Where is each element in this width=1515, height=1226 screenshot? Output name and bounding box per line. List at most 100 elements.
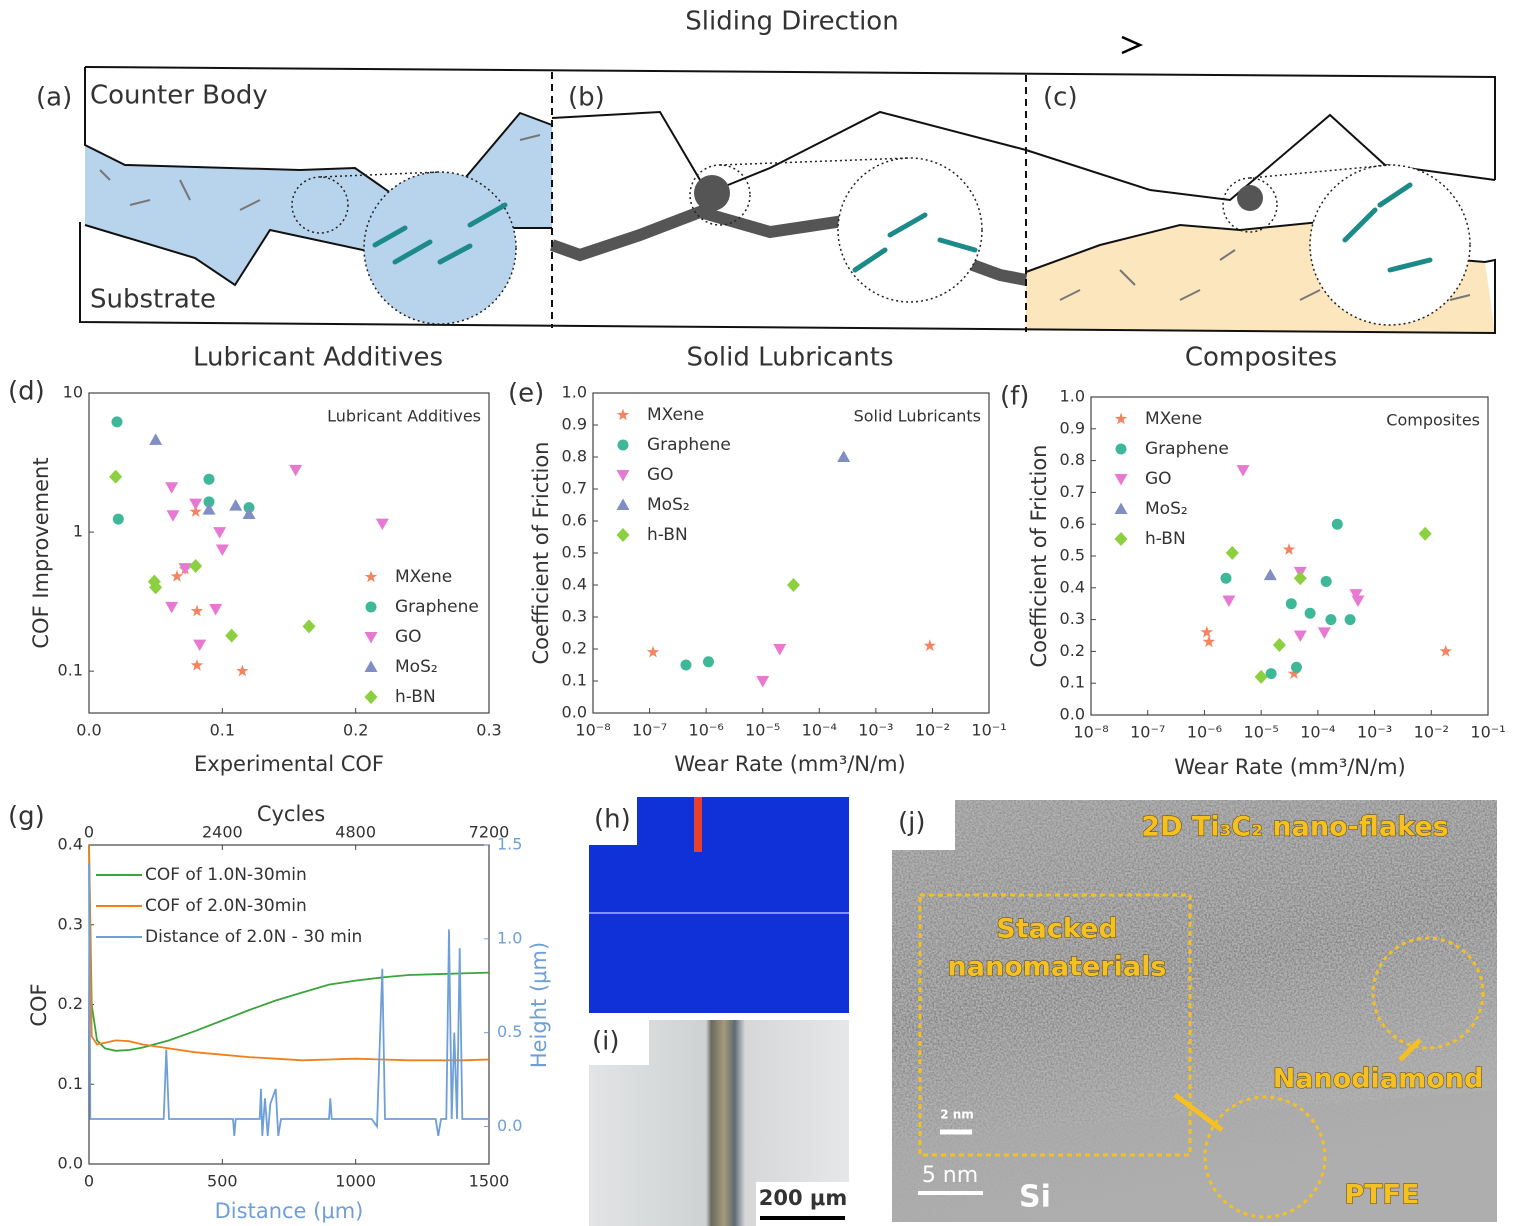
marker bbox=[213, 527, 226, 539]
image-i: 200 μm (i) bbox=[589, 1020, 849, 1226]
x-tick-label: 10⁻⁶ bbox=[1187, 723, 1222, 742]
marker bbox=[1264, 569, 1277, 581]
annotation: 2D Ti₃C₂ nano-flakes bbox=[1141, 812, 1448, 843]
x-tick-label: 1000 bbox=[335, 1172, 376, 1191]
x-tick-label: 10⁻⁷ bbox=[632, 721, 667, 740]
marker bbox=[1305, 608, 1316, 619]
x2-tick-label: 0 bbox=[84, 823, 94, 842]
x-tick-label: 500 bbox=[207, 1172, 238, 1191]
marker bbox=[376, 519, 389, 531]
annotation: Solid Lubricants bbox=[854, 407, 981, 426]
marker bbox=[113, 514, 124, 525]
marker bbox=[756, 676, 769, 688]
image-h: (h) bbox=[589, 797, 849, 1013]
legend-label: GO bbox=[647, 465, 674, 485]
marker bbox=[1201, 626, 1213, 638]
plot-frame bbox=[89, 845, 489, 1164]
marker bbox=[1266, 668, 1277, 679]
y-tick-label: 0.0 bbox=[1060, 705, 1085, 724]
panel-label: (i) bbox=[592, 1027, 620, 1057]
marker bbox=[179, 563, 192, 575]
particle bbox=[694, 175, 730, 211]
marker bbox=[703, 656, 714, 667]
y-tick-label: 0.3 bbox=[58, 914, 83, 933]
legend-marker bbox=[365, 690, 378, 704]
marker bbox=[109, 470, 122, 484]
y-tick-label: 0.6 bbox=[1060, 514, 1085, 533]
y-tick-label: 10 bbox=[63, 383, 83, 402]
legend-label: COF of 1.0N-30min bbox=[145, 865, 307, 885]
zoom-circle bbox=[838, 158, 982, 302]
annotation: 2 nm bbox=[940, 1108, 974, 1122]
legend-label: h-BN bbox=[647, 525, 688, 545]
x-tick-label: 10⁻¹ bbox=[1470, 723, 1505, 742]
x-tick-label: 10⁻⁸ bbox=[575, 721, 610, 740]
x-tick-label: 10⁻² bbox=[915, 721, 950, 740]
marker bbox=[1283, 543, 1295, 555]
annotation: Lubricant Additives bbox=[327, 407, 481, 426]
chart: (f)10⁻⁸10⁻⁷10⁻⁶10⁻⁵10⁻⁴10⁻³10⁻²10⁻¹0.00.… bbox=[1000, 382, 1506, 780]
marker bbox=[167, 510, 180, 522]
panel-label: (e) bbox=[508, 379, 544, 409]
annotation: Stacked bbox=[996, 914, 1117, 945]
feature bbox=[694, 797, 702, 852]
legend-label: MXene bbox=[647, 405, 704, 425]
y2-tick-label: 1.0 bbox=[497, 928, 522, 947]
marker bbox=[191, 659, 203, 671]
x2-tick-label: 4800 bbox=[335, 823, 376, 842]
y-tick-label: 0.8 bbox=[562, 447, 587, 466]
y-tick-label: 1 bbox=[73, 522, 83, 541]
legend-marker bbox=[365, 661, 378, 673]
legend-marker bbox=[366, 602, 377, 613]
outline bbox=[552, 112, 700, 180]
y-tick-label: 0.0 bbox=[58, 1154, 83, 1173]
marker bbox=[680, 660, 691, 671]
y-tick-label: 0.1 bbox=[562, 671, 587, 690]
marker bbox=[193, 640, 206, 652]
y-tick-label: 0.2 bbox=[58, 994, 83, 1013]
y-tick-label: 0.7 bbox=[562, 479, 587, 498]
legend-marker bbox=[1116, 444, 1127, 455]
legend-label: Graphene bbox=[1145, 439, 1229, 459]
x-axis-title: Experimental COF bbox=[194, 752, 384, 776]
marker bbox=[1325, 614, 1336, 625]
legend-label: MoS₂ bbox=[1145, 499, 1188, 519]
marker bbox=[1294, 571, 1307, 585]
section-label: Composites bbox=[1185, 343, 1337, 373]
marker bbox=[1203, 635, 1215, 647]
panel-label: (b) bbox=[568, 83, 605, 113]
y-tick-label: 0.2 bbox=[562, 639, 587, 658]
legend-marker bbox=[1115, 503, 1128, 515]
section-label: Solid Lubricants bbox=[687, 343, 894, 373]
marker bbox=[289, 465, 302, 477]
y-tick-label: 0.4 bbox=[58, 835, 83, 854]
scale-text: 200 μm bbox=[759, 1186, 847, 1210]
x-tick-label: 10⁻⁵ bbox=[745, 721, 780, 740]
marker bbox=[191, 605, 203, 617]
panel-label: (j) bbox=[898, 808, 926, 838]
marker bbox=[303, 619, 316, 633]
marker bbox=[1226, 546, 1239, 560]
y-tick-label: 0.4 bbox=[1060, 577, 1085, 596]
y-tick-label: 0.2 bbox=[1060, 641, 1085, 660]
panel-label: (d) bbox=[8, 377, 45, 407]
legend-marker bbox=[365, 571, 377, 583]
x-tick-label: 1500 bbox=[469, 1172, 510, 1191]
panel-label: (f) bbox=[1000, 382, 1029, 412]
counter-body-label: Counter Body bbox=[90, 81, 268, 111]
marker bbox=[1291, 662, 1302, 673]
y-axis-title: Coefficient of Friction bbox=[1027, 445, 1051, 668]
annotation: nanomaterials bbox=[948, 952, 1167, 983]
section-label: Lubricant Additives bbox=[193, 343, 443, 373]
x-tick-label: 0.2 bbox=[343, 721, 368, 740]
legend-marker bbox=[618, 440, 629, 451]
x-tick-label: 10⁻² bbox=[1414, 723, 1449, 742]
legend-label: MXene bbox=[395, 567, 452, 587]
legend-label: Graphene bbox=[395, 597, 479, 617]
marker bbox=[189, 559, 202, 573]
x-tick-label: 0.3 bbox=[476, 721, 501, 740]
y-tick-label: 1.0 bbox=[562, 383, 587, 402]
